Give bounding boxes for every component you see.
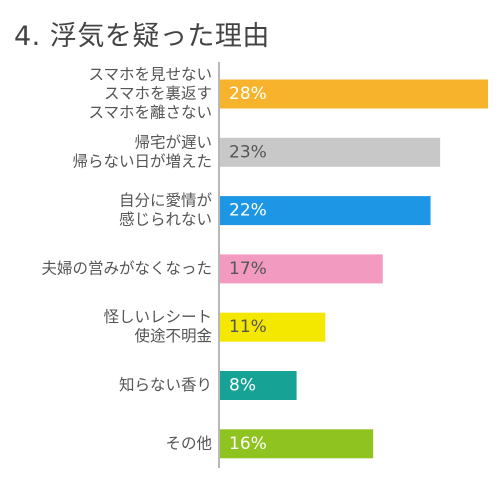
data-label: 16% — [229, 434, 267, 454]
bar — [220, 196, 431, 226]
data-label: 17% — [229, 259, 267, 279]
category-label: スマホを見せないスマホを裏返すスマホを離さない — [88, 66, 212, 122]
data-label: 23% — [229, 142, 267, 162]
category-label: 帰宅が遅い帰らない日が増えた — [72, 133, 212, 170]
bar — [220, 429, 374, 459]
category-label: 知らない香り — [119, 376, 212, 394]
bar — [220, 371, 297, 400]
category-label: その他 — [165, 434, 212, 452]
bar — [220, 137, 441, 167]
category-label: 怪しいレシート使途不明金 — [103, 308, 212, 345]
category-label: 夫婦の営みがなくなった — [41, 259, 212, 277]
category-label: 自分に愛情が感じられない — [119, 192, 213, 229]
bar — [220, 79, 488, 109]
data-label: 11% — [229, 317, 267, 337]
data-label: 28% — [229, 84, 267, 104]
bar — [220, 312, 326, 342]
chart-title: 4. 浮気を疑った理由 — [14, 21, 270, 52]
bar — [220, 254, 383, 284]
data-label: 8% — [229, 376, 256, 396]
data-label: 22% — [229, 201, 267, 221]
